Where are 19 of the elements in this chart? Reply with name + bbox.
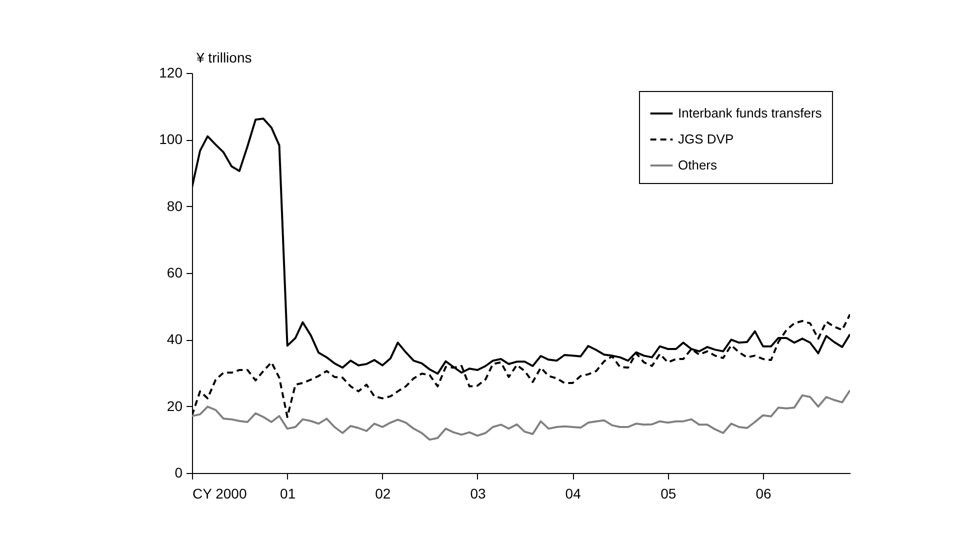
y-axis-title: ¥ trillions <box>196 50 252 66</box>
y-tick-label: 60 <box>166 264 183 280</box>
x-tick-label: 01 <box>280 486 296 502</box>
x-tick-label: 02 <box>375 486 391 502</box>
legend-label: Others <box>678 158 718 172</box>
x-tick-label: 03 <box>470 486 486 502</box>
legend-label: JGS DVP <box>678 132 734 146</box>
y-tick-label: 100 <box>159 131 183 148</box>
legend-label: Interbank funds transfers <box>678 106 822 120</box>
x-tick-label: 06 <box>756 486 772 502</box>
line-series <box>192 389 850 441</box>
y-tick-label: 80 <box>166 198 183 214</box>
x-tick-label: 04 <box>565 486 582 502</box>
y-tick-label: 120 <box>159 64 183 80</box>
x-tick-label: CY 2000 <box>192 486 247 502</box>
y-tick-label: 40 <box>166 331 183 348</box>
x-tick-label: 05 <box>660 486 676 502</box>
y-tick-label: 20 <box>166 398 183 414</box>
y-tick-label: 0 <box>174 464 183 480</box>
